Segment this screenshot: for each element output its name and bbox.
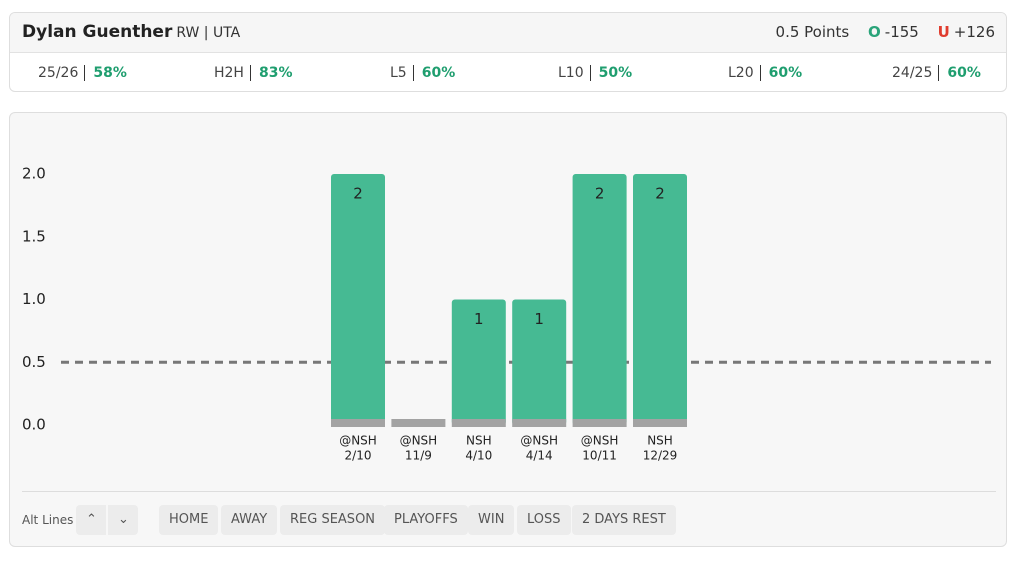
bar xyxy=(633,174,687,425)
bar-base xyxy=(391,419,446,427)
divider xyxy=(22,491,996,492)
y-tick-label: 2.0 xyxy=(22,165,46,183)
bar xyxy=(331,174,385,425)
bar xyxy=(572,174,627,425)
stat-label: L20 xyxy=(728,65,754,81)
player-name: Dylan Guenther RW | UTA xyxy=(22,22,240,42)
stats-row: 25/26 58% H2H 83% L5 60% L10 50% L20 60% 24/25 60% xyxy=(10,53,1006,91)
bar-value-label: 1 xyxy=(474,310,484,328)
x-tick-date: 4/10 xyxy=(465,449,492,463)
chart: 0.00.51.01.52.02@NSH2/10@NSH11/91NSH4/10… xyxy=(22,165,991,463)
stat-value: 83% xyxy=(249,65,293,81)
x-tick-date: 4/14 xyxy=(526,449,553,463)
over-label: O xyxy=(868,23,881,41)
stat-value: 50% xyxy=(589,65,633,81)
odds: 0.5 Points O -155 U +126 xyxy=(768,23,995,41)
bar-base xyxy=(572,419,627,427)
stat-value: 60% xyxy=(412,65,456,81)
player-header: Dylan Guenther RW | UTA 0.5 Points O -155 … xyxy=(10,13,1006,53)
x-tick-label: @NSH xyxy=(520,434,558,448)
player-position: RW | UTA xyxy=(176,25,241,41)
stat-value: 60% xyxy=(759,65,803,81)
filter-button[interactable]: WIN xyxy=(468,505,515,535)
y-tick-label: 0.5 xyxy=(22,353,46,371)
filter-button[interactable]: HOME xyxy=(159,505,219,535)
filter-button[interactable]: AWAY xyxy=(221,505,278,535)
stat: 24/25 60% xyxy=(892,65,981,81)
chart-card: 0.0 0.5 1.0 1.5 2.0 2 @NSH 2/10 @NSH 11/9 1 NSH 4/10… xyxy=(9,112,1007,547)
y-tick-label: 0.0 xyxy=(22,416,46,434)
x-tick-date: 12/29 xyxy=(643,449,678,463)
x-tick-date: 11/9 xyxy=(405,449,432,463)
stat-value: 58% xyxy=(84,65,127,81)
x-tick-date: 10/11 xyxy=(582,449,617,463)
y-tick-label: 1.0 xyxy=(22,290,46,308)
filter-button[interactable]: 2 DAYS REST xyxy=(572,505,676,535)
stat: H2H 83% xyxy=(214,65,293,81)
under-label: U xyxy=(937,23,950,41)
prop-line: 0.5 Points xyxy=(775,23,850,41)
bar-base xyxy=(451,419,506,427)
alt-line-down[interactable]: ⌄ xyxy=(108,505,138,535)
stat-label: L5 xyxy=(390,65,407,81)
alt-lines-label: Alt Lines xyxy=(22,513,74,527)
filter-button[interactable]: REG SEASON xyxy=(280,505,386,535)
bar-value-label: 2 xyxy=(353,185,363,203)
bar xyxy=(512,299,567,425)
filter-button[interactable]: PLAYOFFS xyxy=(384,505,468,535)
stat: 25/26 58% xyxy=(38,65,127,81)
y-tick-label: 1.5 xyxy=(22,227,46,245)
bar-value-label: 1 xyxy=(534,310,544,328)
stat: L5 60% xyxy=(390,65,456,81)
x-tick-label: @NSH xyxy=(339,434,377,448)
bar-base xyxy=(331,419,385,427)
x-tick-date: 2/10 xyxy=(345,449,372,463)
alt-line-up[interactable]: ⌃ xyxy=(76,505,106,535)
bar-value-label: 2 xyxy=(655,185,665,203)
stat-label: 25/26 xyxy=(38,65,79,81)
stat: L10 50% xyxy=(558,65,633,81)
bar-base xyxy=(633,419,687,427)
x-tick-label: @NSH xyxy=(400,434,438,448)
bar xyxy=(451,299,506,425)
stat: L20 60% xyxy=(728,65,803,81)
bar-value-label: 2 xyxy=(595,185,605,203)
x-tick-label: NSH xyxy=(466,434,492,448)
x-tick-label: @NSH xyxy=(581,434,619,448)
stat-label: L10 xyxy=(558,65,584,81)
stat-label: 24/25 xyxy=(892,65,933,81)
under-odds: +126 xyxy=(953,23,995,41)
player-name-text: Dylan Guenther xyxy=(22,22,173,42)
filter-button[interactable]: LOSS xyxy=(517,505,571,535)
stat-label: H2H xyxy=(214,65,244,81)
player-card: Dylan Guenther RW | UTA 0.5 Points O -155 … xyxy=(9,12,1007,92)
over-odds: -155 xyxy=(884,23,919,41)
x-tick-label: NSH xyxy=(647,434,673,448)
stat-value: 60% xyxy=(938,65,981,81)
bar-base xyxy=(512,419,567,427)
